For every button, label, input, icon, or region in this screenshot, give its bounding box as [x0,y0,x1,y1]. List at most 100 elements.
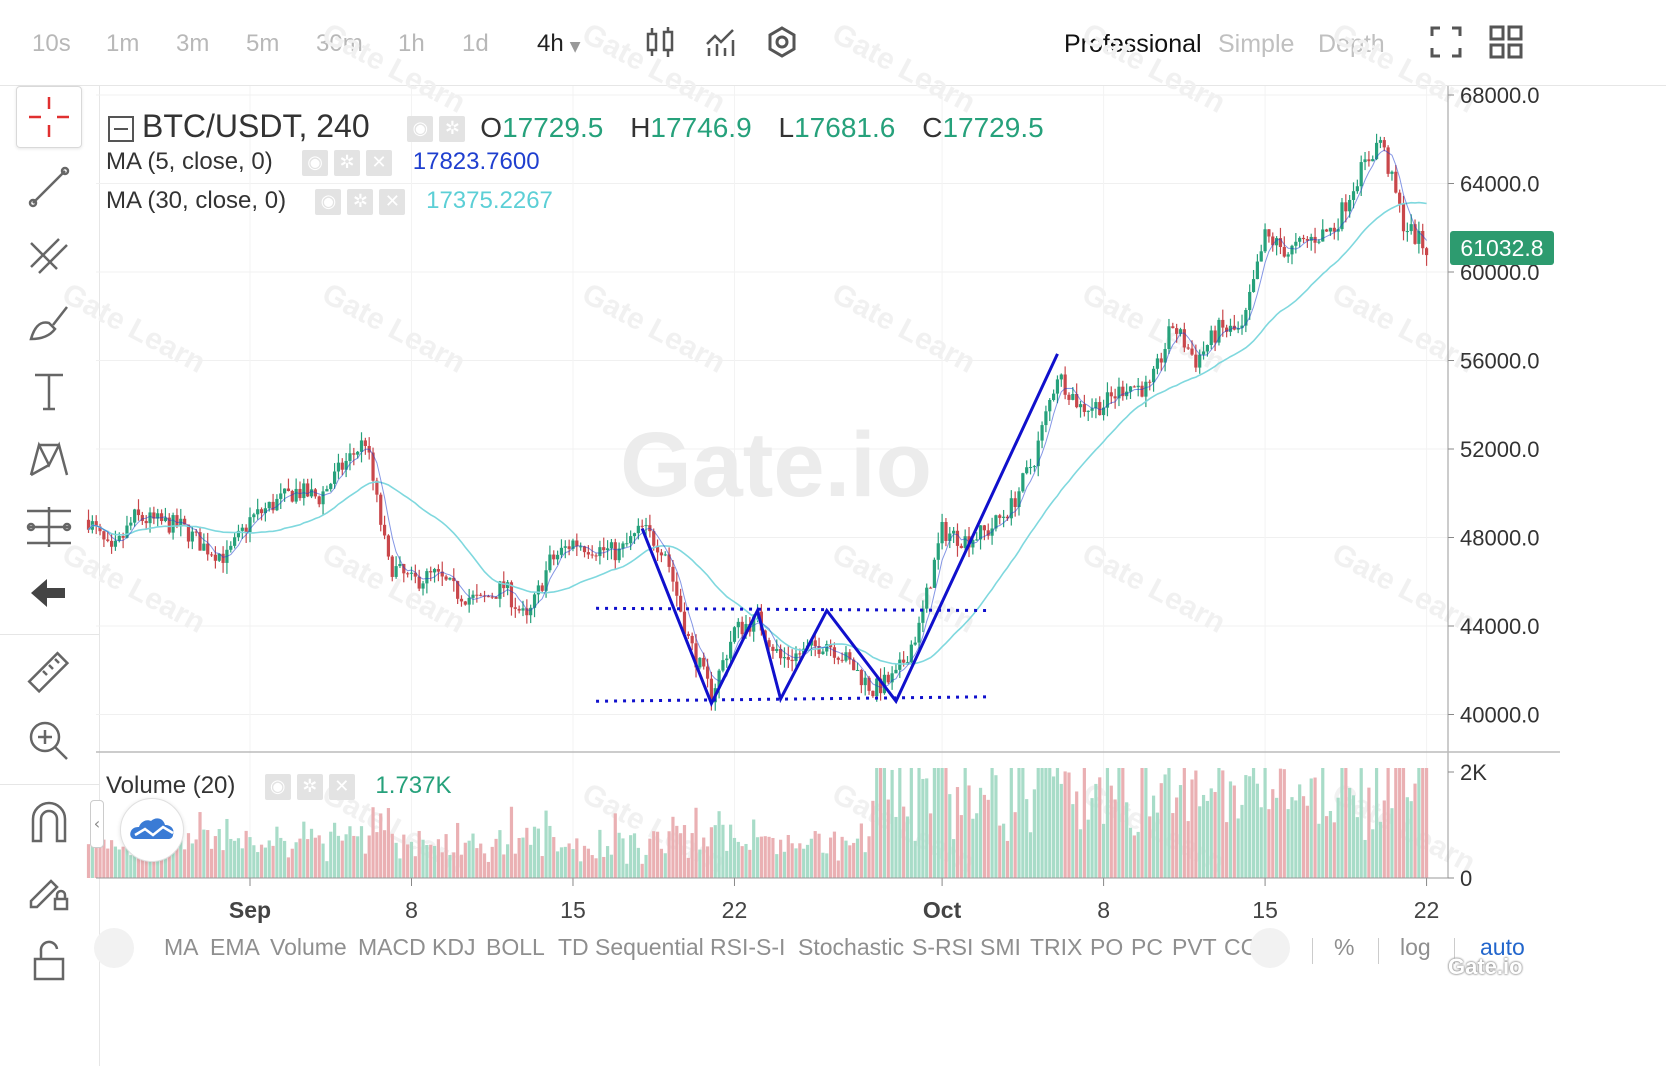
timeframe-1m[interactable]: 1m [106,30,140,57]
indicator-s-rsi[interactable]: S-RSI [912,934,974,960]
indicator-kdj[interactable]: KDJ [432,934,476,960]
indicator-pvt[interactable]: PVT [1172,934,1217,960]
volume-bar [425,845,429,878]
volume-bar [183,849,187,878]
magnet-tool[interactable] [16,792,82,854]
gear-icon[interactable] [296,773,323,800]
channel-tool[interactable] [16,224,82,286]
cloud-button[interactable] [120,798,184,862]
layout-grid-icon[interactable] [1488,24,1524,60]
candle-body [398,563,402,567]
lock-drawings-tool[interactable] [16,860,82,922]
indicator-po[interactable]: PO [1090,934,1124,960]
mode-simple[interactable]: Simple [1218,30,1295,58]
indicator-volume[interactable]: Volume [270,934,347,960]
indicator-stochastic[interactable]: Stochastic [798,934,905,960]
indicator-trix[interactable]: TRIX [1030,934,1083,960]
volume-bar [1194,770,1198,878]
mode-depth[interactable]: Depth [1318,30,1385,58]
volume-bar [875,768,879,878]
candle-body [1194,354,1198,368]
candle-body [379,494,383,525]
volume-bar [694,807,698,878]
indicator-pc[interactable]: PC [1131,934,1163,960]
candle-body [1159,358,1163,363]
trend-line-tool[interactable] [16,156,82,218]
volume-bar [517,837,521,878]
measure-tool[interactable] [16,642,82,704]
mode-professional[interactable]: Professional [1064,30,1202,58]
undo-tool[interactable] [16,562,82,624]
candlestick-type-icon[interactable] [642,24,678,60]
indicator-ma[interactable]: MA [164,934,199,960]
indicators-icon[interactable] [703,24,739,60]
zoom-tool[interactable] [16,710,82,772]
auto-scale-toggle[interactable]: auto [1480,934,1525,960]
candle-body [1251,279,1256,292]
collapse-icon[interactable] [108,115,134,142]
crosshair-tool[interactable] [16,86,82,148]
candle-body [271,501,275,511]
volume-bar [1309,778,1313,878]
volume-bar [852,842,856,878]
candle-body [902,659,906,663]
indicator-smi[interactable]: SMI [980,934,1021,960]
timeframe-3m[interactable]: 3m [176,30,210,57]
indicator-macd[interactable]: MACD [358,934,426,960]
close-icon[interactable] [328,773,355,800]
eye-icon[interactable] [264,773,291,800]
timeframe-30m[interactable]: 30m [316,30,363,57]
volume-bar [663,853,667,878]
line-icon [28,166,70,208]
volume-bar [648,838,652,878]
volume-bar [994,775,998,878]
close-icon[interactable] [379,188,406,215]
candle-body [602,547,606,551]
gear-icon[interactable] [334,149,361,176]
timeframe-1h[interactable]: 1h [398,30,425,57]
candle-body [1382,140,1386,148]
scroll-right-button[interactable] [1250,928,1290,968]
volume-bar [805,844,810,878]
close-icon[interactable] [366,149,393,176]
pattern-tool[interactable] [16,428,82,490]
high-value: 17746.9 [650,112,752,143]
candle-body [452,577,456,582]
indicator-rsi-s-i[interactable]: RSI-S-I [710,934,786,960]
volume-bar [798,843,802,878]
watermark-small: Gate Learn [1327,537,1481,640]
volume-bar [917,768,921,878]
volume-bar [913,840,917,878]
eye-icon[interactable] [315,188,342,215]
indicator-boll[interactable]: BOLL [486,934,545,960]
timeframe-4h-dropdown[interactable]: 4h ▼ [537,30,580,58]
volume-bar [1090,798,1094,878]
gear-icon[interactable] [347,188,374,215]
indicator-td-sequential[interactable]: TD Sequential [558,934,704,960]
brush-tool[interactable] [16,292,82,354]
fibonacci-tool[interactable] [16,496,82,558]
timeframe-5m[interactable]: 5m [246,30,280,57]
panel-collapse-handle[interactable]: ‹ [90,800,104,848]
timeframe-1d[interactable]: 1d [462,30,489,57]
eye-icon[interactable] [302,149,329,176]
gear-icon[interactable] [439,115,466,142]
timeframe-10s[interactable]: 10s [32,30,71,57]
lock-tool[interactable] [16,928,82,990]
open-label: O [480,112,503,143]
candle-body [1148,381,1152,383]
candle-body [752,614,756,632]
settings-icon[interactable] [764,24,800,60]
fullscreen-icon[interactable] [1428,24,1464,60]
volume-bar [509,806,514,878]
percent-toggle[interactable]: % [1334,934,1355,960]
volume-bar [294,842,298,878]
indicator-ema[interactable]: EMA [210,934,260,960]
volume-bar [348,826,352,878]
text-tool[interactable] [16,360,82,422]
eye-icon[interactable] [407,115,434,142]
log-toggle[interactable]: log [1400,934,1431,960]
candle-body [1155,358,1160,369]
scroll-left-button[interactable] [94,928,134,968]
